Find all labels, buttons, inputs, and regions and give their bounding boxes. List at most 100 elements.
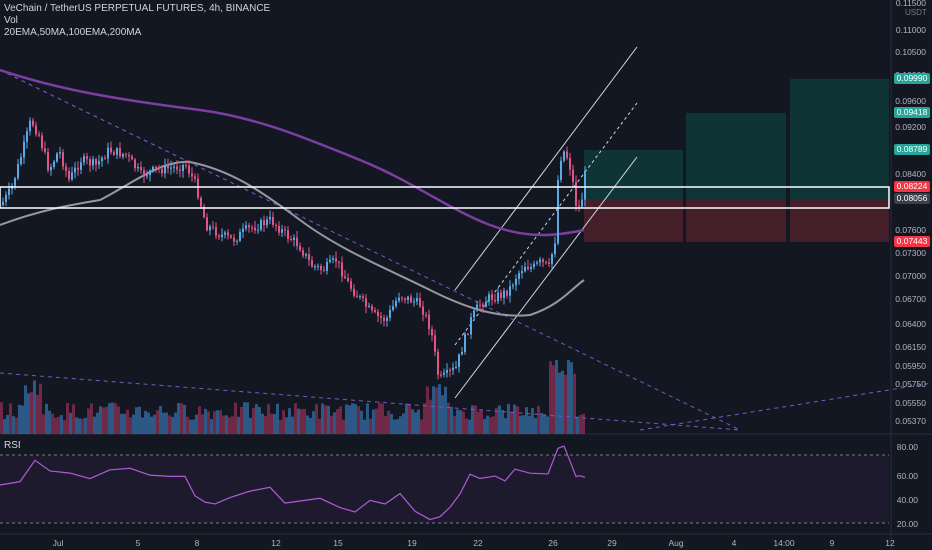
volume-bar [480,409,483,434]
volume-bar [315,404,318,434]
volume-bar [447,402,450,434]
candle-body [491,294,493,300]
volume-bar [258,406,261,434]
candle-body [107,147,109,159]
volume-bar [468,419,471,434]
volume-bar [546,416,549,434]
volume-bar [78,418,81,434]
volume-bar [123,413,126,434]
candle-body [29,120,31,132]
stop-zone [686,199,786,242]
candle-body [365,298,367,307]
volume-bar [420,419,423,434]
candle-body [296,237,298,247]
time-tick: 29 [607,538,617,548]
volume-bar [396,419,399,434]
volume-bar [330,415,333,434]
volume-bar [93,416,96,434]
candle-body [524,266,526,272]
candle-body [182,165,184,172]
time-tick: 22 [473,538,483,548]
volume-bar [384,416,387,434]
candle-body [191,173,193,177]
candle-body [116,148,118,155]
volume-bar [495,407,498,434]
key-level-rect [0,186,890,209]
time-tick: 19 [407,538,417,548]
volume-bar [165,412,168,434]
candle-body [515,278,517,286]
price-tag: 0.07443 [894,236,930,247]
volume-bar [549,361,552,434]
candle-body [125,154,127,156]
time-tick: 14:00 [773,538,795,548]
volume-bar [84,417,87,434]
volume-bar [147,412,150,434]
volume-bar [99,406,102,434]
rising-trend-line [639,382,932,431]
volume-bar [72,404,75,434]
candle-body [479,304,481,306]
volume-bar [510,411,513,434]
volume-bar [414,412,417,434]
candle-body [44,148,46,152]
volume-bar [243,402,246,434]
candle-body [47,151,49,171]
candle-body [149,170,151,176]
candle-body [353,288,355,296]
candle-body [110,147,112,153]
candle-body [221,234,223,237]
volume-bar [357,406,360,434]
volume-bar [399,416,402,434]
volume-bar [351,403,354,434]
volume-bar [432,386,435,434]
volume-bar [186,416,189,434]
candle-body [530,266,532,269]
volume-bar [360,410,363,434]
volume-bar [363,419,366,434]
volume-bar [204,408,207,434]
candle-body [242,228,244,232]
volume-bar [573,373,576,434]
candle-body [185,165,187,167]
volume-bar [582,413,585,434]
volume-bar [57,416,60,434]
candle-body [23,141,25,158]
candle-body [200,197,202,207]
ema200-line [0,68,585,237]
volume-bar [87,408,90,434]
volume-bar [273,414,276,434]
candle-body [8,188,10,195]
volume-bar [444,386,447,434]
candle-body [248,225,250,228]
key-level-box[interactable] [0,186,890,209]
volume-bar [21,405,24,434]
volume-bar [489,417,492,434]
volume-bar [474,405,477,434]
channel-lower [454,156,638,399]
candle-body [236,240,238,242]
candle-body [131,156,133,160]
volume-bar [540,413,543,434]
volume-bar [30,392,33,434]
candle-body [485,301,487,307]
volume-bar [324,405,327,434]
volume-bar [465,418,468,434]
candle-body [305,254,307,256]
rsi-tick: 80.00 [897,442,919,452]
volume-bar [234,402,237,434]
candle-body [341,262,343,277]
candle-body [113,152,115,155]
candle-body [536,262,538,264]
volume-bar [372,409,375,434]
volume-bar [174,412,177,434]
candle-body [158,168,160,170]
volume-bar [504,418,507,434]
candle-body [413,301,415,303]
candle-body [563,151,565,161]
candle-body [263,220,265,226]
volume-bar [39,383,42,434]
candle-body [377,311,379,317]
candle-body [566,151,568,159]
volume-bar [9,403,12,434]
